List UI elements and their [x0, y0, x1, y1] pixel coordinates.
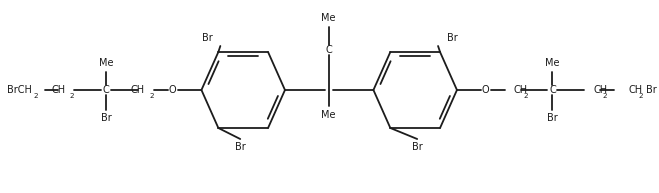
Text: O: O: [482, 85, 490, 95]
Text: 2: 2: [33, 93, 38, 99]
Text: C: C: [103, 85, 109, 95]
Text: CH: CH: [629, 85, 643, 95]
Text: Me: Me: [322, 13, 336, 23]
Text: Br: Br: [101, 113, 111, 123]
Text: CH: CH: [593, 85, 608, 95]
Text: Br: Br: [202, 33, 213, 43]
Text: Me: Me: [322, 110, 336, 120]
Text: Br: Br: [235, 142, 246, 152]
Text: 2: 2: [603, 93, 608, 99]
Text: Br: Br: [547, 113, 558, 123]
Text: O: O: [169, 85, 177, 95]
Text: Br: Br: [447, 33, 457, 43]
Text: CH: CH: [130, 85, 145, 95]
Text: BrCH: BrCH: [7, 85, 32, 95]
Text: C: C: [326, 45, 332, 55]
Text: 2: 2: [523, 93, 528, 99]
Text: CH: CH: [513, 85, 528, 95]
Text: Me: Me: [545, 58, 559, 68]
Text: CH: CH: [51, 85, 65, 95]
Text: Br: Br: [646, 85, 656, 95]
Text: Br: Br: [412, 142, 422, 152]
Text: 2: 2: [150, 93, 154, 99]
Text: 2: 2: [70, 93, 74, 99]
Text: 2: 2: [639, 93, 643, 99]
Text: C: C: [549, 85, 556, 95]
Text: Me: Me: [99, 58, 113, 68]
